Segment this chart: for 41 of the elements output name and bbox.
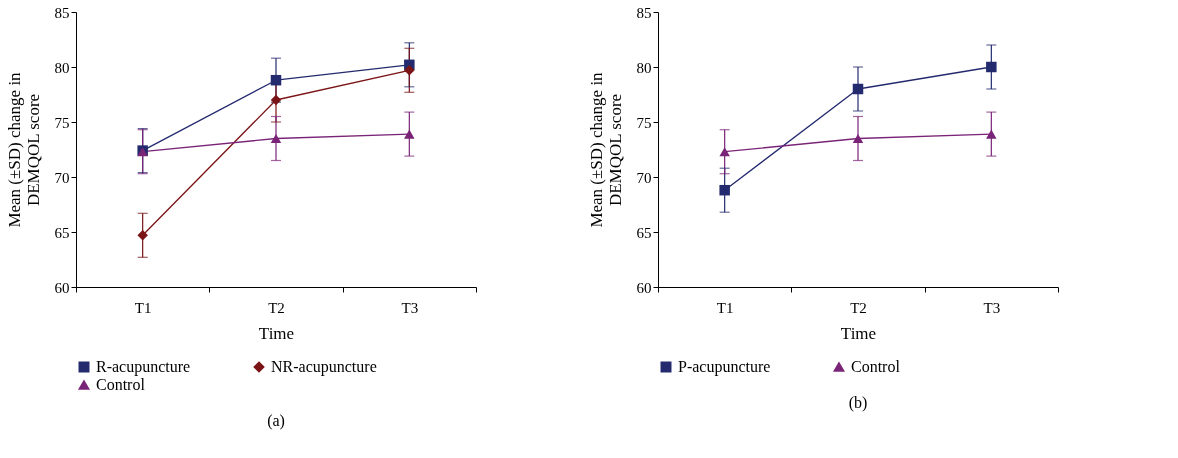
point <box>986 129 997 139</box>
y-tick-label: 65 <box>636 224 652 241</box>
y-tick-label: 85 <box>54 4 70 21</box>
x-tick-label: T1 <box>716 299 734 316</box>
y-tick-label: 75 <box>54 114 70 131</box>
legend-label: Control <box>96 376 146 393</box>
legend-label: Control <box>851 358 901 375</box>
x-tick-label: T1 <box>134 299 152 316</box>
point <box>404 129 415 139</box>
y-tick-label: 70 <box>636 169 652 186</box>
y-tick-label: 85 <box>636 4 652 21</box>
y-tick-label: 70 <box>54 169 70 186</box>
point <box>270 94 282 106</box>
x-axis-title: Time <box>840 323 877 343</box>
legend-label: R-acupuncture <box>96 358 191 376</box>
point <box>719 184 730 196</box>
point <box>270 133 282 144</box>
y-tick-label: 60 <box>636 279 652 296</box>
legend-label: P-acupuncture <box>678 358 771 376</box>
point <box>719 147 730 157</box>
legend-label: NR-acupuncture <box>271 358 377 376</box>
point <box>404 65 415 76</box>
text: (b) <box>848 394 868 412</box>
y-axis-title: Mean (±SD) change in DEMQOL score <box>4 71 43 228</box>
point <box>986 61 997 73</box>
x-tick-label: T3 <box>401 299 419 316</box>
x-tick-label: T3 <box>983 299 1001 316</box>
point <box>270 74 282 86</box>
y-tick-label: 75 <box>636 114 652 131</box>
x-axis-title: Time <box>258 323 295 343</box>
x-tick-label: T2 <box>268 299 285 316</box>
point <box>137 230 148 241</box>
text: (a) <box>267 412 285 430</box>
y-tick-label: 60 <box>54 279 70 296</box>
y-tick-label: 80 <box>636 59 652 76</box>
point <box>852 133 864 144</box>
y-axis-title: Mean (±SD) change in DEMQOL score <box>586 71 625 228</box>
y-tick-label: 80 <box>54 59 70 76</box>
y-tick-label: 65 <box>54 224 70 241</box>
x-tick-label: T2 <box>850 299 867 316</box>
point <box>852 83 864 95</box>
